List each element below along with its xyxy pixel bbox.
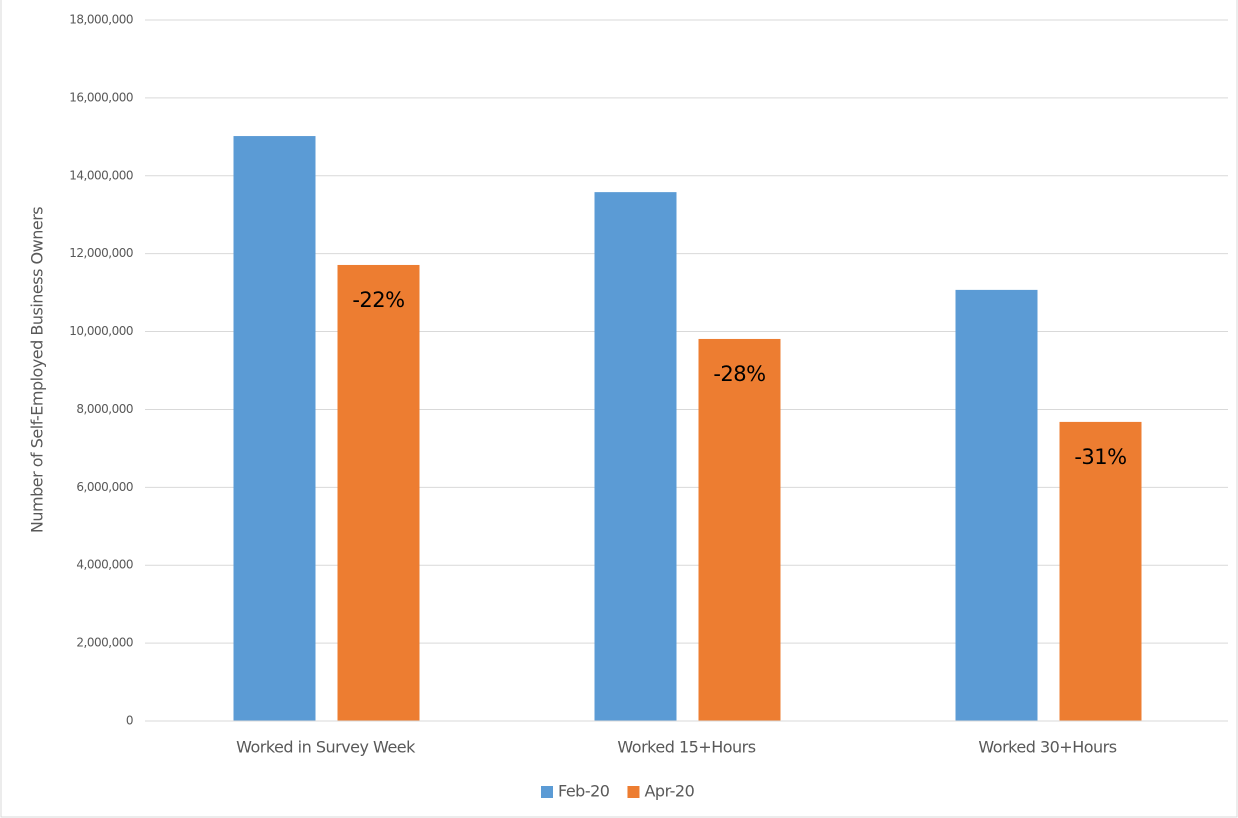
bar [233,136,316,721]
bar [594,192,677,721]
bar [337,264,420,721]
y-tick-label: 16,000,000 [69,90,133,104]
y-tick-label: 14,000,000 [69,168,133,182]
legend-swatch [627,786,640,798]
y-tick-label: 0 [126,714,133,728]
x-tick-label: Worked 30+Hours [978,738,1116,757]
bar [698,338,781,721]
y-tick-label: 18,000,000 [69,13,133,27]
y-tick-label: 2,000,000 [76,636,133,650]
annotation: -22% [352,288,404,312]
x-tick-label: Worked in Survey Week [236,738,416,757]
legend-label: Apr-20 [644,782,694,801]
y-tick-label: 12,000,000 [69,246,133,260]
y-tick-label: 10,000,000 [69,324,133,338]
annotation: -31% [1074,445,1126,469]
legend-label: Feb-20 [558,782,610,801]
y-tick-label: 6,000,000 [76,480,133,494]
y-tick-label: 8,000,000 [76,402,133,416]
x-tick-label: Worked 15+Hours [617,738,755,757]
legend-swatch [541,786,553,798]
y-tick-label: 4,000,000 [76,558,133,572]
bar [1059,421,1142,721]
annotation: -28% [713,362,765,386]
y-axis-label: Number of Self-Employed Business Owners [28,207,47,533]
bar [955,289,1038,721]
